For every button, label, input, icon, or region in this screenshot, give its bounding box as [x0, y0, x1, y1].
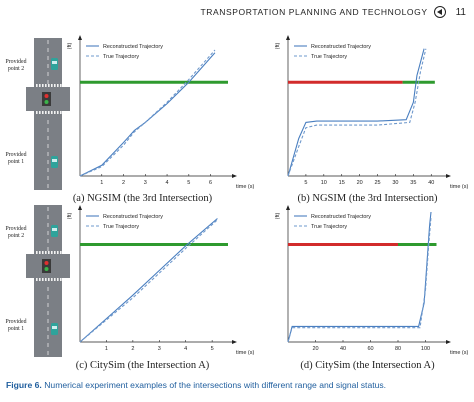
panel-b-y-arrow-icon: [286, 35, 290, 40]
caption-c: (c) CitySim (the Intersection A): [75, 360, 210, 371]
panel-d-x-tick-label: 80: [395, 346, 401, 352]
panel-d-x-tick-label: 100: [421, 346, 430, 352]
panel-a-legend-label: Reconstructed Trajectory: [103, 44, 163, 50]
panel-b-x-tick-label: 15: [339, 180, 345, 186]
panel-b-x-tick-label: 40: [428, 180, 434, 186]
panel-b-legend-label: Reconstructed Trajectory: [311, 44, 371, 50]
panel-d-x-tick-label: 40: [340, 346, 346, 352]
panel-d-y-arrow-icon: [286, 205, 290, 210]
top-provided-point1-label-line2: point 1: [8, 159, 24, 165]
bottom-intersection-diagram: [26, 205, 70, 357]
panel-c-legend-label: True Trajectory: [103, 224, 139, 230]
panel-a-y-label: (ft): [67, 42, 73, 49]
panel-a-x-arrow-icon: [232, 174, 237, 178]
panel-c-plot: [78, 205, 237, 344]
panel-b-x-tick-label: 35: [410, 180, 416, 186]
running-title: TRANSPORTATION PLANNING AND TECHNOLOGY: [200, 7, 428, 17]
panel-a-x-tick-label: 6: [209, 180, 212, 186]
panel-d-plot: [286, 205, 451, 344]
bottom-provided-point2-label-line2: point 2: [8, 233, 24, 239]
top-intersection-diagram: [26, 38, 70, 190]
bottom-traffic-light-icon: [42, 259, 51, 273]
panel-a-x-tick-label: 3: [144, 180, 147, 186]
panel-a-x-tick-label: 4: [166, 180, 169, 186]
panel-c-x-arrow-icon: [232, 340, 237, 344]
running-header: TRANSPORTATION PLANNING AND TECHNOLOGY 1…: [200, 4, 466, 20]
top-provided-point2-label-line2: point 2: [8, 66, 24, 72]
panel-a-x-tick-label: 2: [122, 180, 125, 186]
panel-b-x-tick-label: 30: [392, 180, 398, 186]
panel-c-x-tick-label: 2: [131, 346, 134, 352]
panel-c-x-tick-label: 3: [158, 346, 161, 352]
caption-d: (d) CitySim (the Intersection A): [300, 360, 435, 371]
panel-c-x-tick-label: 4: [184, 346, 187, 352]
caption-b: (b) NGSIM (the 3rd Intersection): [297, 193, 438, 204]
panel-d-x-label: time (s): [450, 350, 469, 356]
caption-a: (a) NGSIM (the 3rd Intersection): [72, 193, 213, 204]
panel-a-y-arrow-icon: [78, 35, 82, 40]
panel-b-x-tick-label: 25: [374, 180, 380, 186]
panel-a-legend-label: True Trajectory: [103, 54, 139, 60]
panel-b-x-label: time (s): [450, 184, 469, 190]
figure-label: Figure 6.: [6, 380, 42, 390]
panel-a-plot: [78, 35, 237, 178]
panel-c-y-label: (ft): [67, 212, 73, 219]
panel-d-x-tick-label: 60: [367, 346, 373, 352]
panel-c-y-arrow-icon: [78, 205, 82, 210]
panel-b-x-arrow-icon: [446, 174, 451, 178]
panel-c-x-label: time (s): [236, 350, 255, 356]
bottom-provided-point1-label-line1: Provided: [6, 319, 27, 325]
panel-a-series-true-line: [79, 49, 216, 177]
figure-caption-text: Numerical experiment examples of the int…: [41, 380, 387, 390]
panel-c-series-true-line: [79, 219, 218, 343]
figure-caption: Figure 6. Numerical experiment examples …: [6, 380, 386, 390]
journal-logo-icon: [433, 6, 446, 18]
bottom-provided-point1-label-line2: point 1: [8, 326, 24, 332]
panel-a-x-tick-label: 1: [100, 180, 103, 186]
panel-c-legend-label: Reconstructed Trajectory: [103, 214, 163, 220]
panel-a-series-reconstructed-line: [79, 52, 216, 177]
panel-d-series-true-line: [287, 217, 432, 343]
top-traffic-light-icon: [42, 92, 51, 106]
panel-b-y-label: (ft): [275, 42, 281, 49]
panel-d-legend-label: Reconstructed Trajectory: [311, 214, 371, 220]
panel-b-x-tick-label: 10: [321, 180, 327, 186]
page-number: 11: [455, 6, 466, 18]
top-provided-point2-label-line1: Provided: [6, 59, 27, 65]
panel-b-legend-label: True Trajectory: [311, 54, 347, 60]
panel-c-series-reconstructed-line: [79, 218, 218, 343]
panel-a-x-label: time (s): [236, 184, 255, 190]
panel-a-x-tick-label: 5: [187, 180, 190, 186]
panel-c-x-tick-label: 5: [211, 346, 214, 352]
panel-d-x-arrow-icon: [446, 340, 451, 344]
panel-d-x-tick-label: 20: [312, 346, 318, 352]
panel-b-series-reconstructed-line: [287, 48, 425, 177]
panel-b-series-true-line: [287, 48, 427, 177]
panel-c-x-tick-label: 1: [105, 346, 108, 352]
panel-d-series-reconstructed-line: [287, 211, 432, 343]
panel-b-x-tick-label: 20: [357, 180, 363, 186]
bottom-provided-point2-label-line1: Provided: [6, 226, 27, 232]
panel-d-y-label: (ft): [275, 212, 281, 219]
top-provided-point1-label-line1: Provided: [6, 152, 27, 158]
panel-b-plot: [286, 35, 451, 178]
panel-d-legend-label: True Trajectory: [311, 224, 347, 230]
panel-b-x-tick-label: 5: [304, 180, 307, 186]
